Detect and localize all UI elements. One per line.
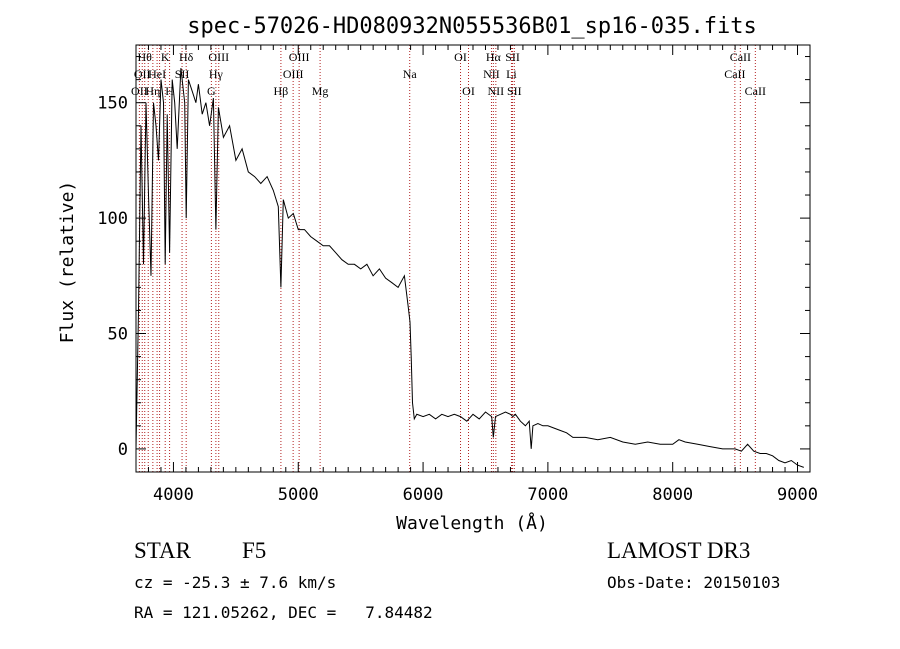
- line-marker-label: NII: [483, 67, 500, 81]
- line-marker-label: K: [161, 50, 170, 64]
- x-tick-label: 5000: [278, 485, 319, 505]
- object-subclass: F5: [242, 538, 267, 563]
- line-marker-label: OIII: [283, 67, 304, 81]
- line-marker-label: Hγ: [209, 67, 224, 81]
- plot-frame: [135, 44, 811, 473]
- line-marker-label: H: [165, 84, 174, 98]
- survey-name: LAMOST DR3: [607, 538, 751, 563]
- y-axis-ticks: 0 50 100 150: [97, 56, 810, 473]
- line-marker-label: G: [207, 84, 216, 98]
- y-tick-label: 0: [118, 440, 128, 460]
- line-marker-label: Na: [403, 67, 418, 81]
- line-marker-label: OI: [462, 84, 475, 98]
- line-marker-label: Hη: [145, 84, 160, 98]
- x-tick-label: 4000: [153, 485, 194, 505]
- x-axis-label: Wavelength (Å): [396, 512, 548, 534]
- x-tick-label: 6000: [403, 485, 444, 505]
- line-marker-label: CaII: [745, 84, 766, 98]
- line-markers: [138, 45, 756, 472]
- line-marker-label: SII: [175, 67, 190, 81]
- line-marker-label: OIII: [289, 50, 310, 64]
- x-tick-label: 8000: [652, 485, 693, 505]
- line-marker-label: Li: [506, 67, 517, 81]
- line-marker-label: NII: [488, 84, 505, 98]
- line-marker-labels: OIIOIIHθHηHeIKHSIIHδGHγOIIIHβOIIIOIIIMgN…: [131, 50, 766, 98]
- spectrum-line: [135, 68, 804, 468]
- redshift-cz: cz = -25.3 ± 7.6 km/s: [134, 573, 337, 592]
- line-marker-label: Hθ: [138, 50, 153, 64]
- x-tick-label: 9000: [777, 485, 818, 505]
- coordinates: RA = 121.05262, DEC = 7.84482: [134, 603, 433, 622]
- y-tick-label: 150: [97, 94, 128, 114]
- line-marker-label: OII: [131, 84, 148, 98]
- y-tick-label: 100: [97, 209, 128, 229]
- line-marker-label: Hα: [486, 50, 502, 64]
- line-marker-label: Mg: [312, 84, 329, 98]
- line-marker-label: CaII: [724, 67, 745, 81]
- y-axis-label: Flux (relative): [57, 181, 78, 344]
- line-marker-label: SII: [507, 84, 522, 98]
- line-marker-label: OI: [454, 50, 467, 64]
- x-axis-ticks: 4000 5000 6000 7000 8000 9000: [135, 45, 818, 505]
- line-marker-label: OIII: [208, 50, 229, 64]
- line-marker-label: Hδ: [179, 50, 194, 64]
- line-marker-label: HeI: [148, 67, 166, 81]
- obs-date: Obs-Date: 20150103: [607, 573, 781, 592]
- chart-title: spec-57026-HD080932N055536B01_sp16-035.f…: [187, 14, 757, 39]
- y-tick-label: 50: [108, 325, 128, 345]
- line-marker-label: Hβ: [274, 84, 289, 98]
- object-class: STAR: [134, 538, 191, 563]
- line-marker-label: CaII: [730, 50, 751, 64]
- line-marker-label: SII: [505, 50, 520, 64]
- line-marker-label: OII: [134, 67, 151, 81]
- x-tick-label: 7000: [527, 485, 568, 505]
